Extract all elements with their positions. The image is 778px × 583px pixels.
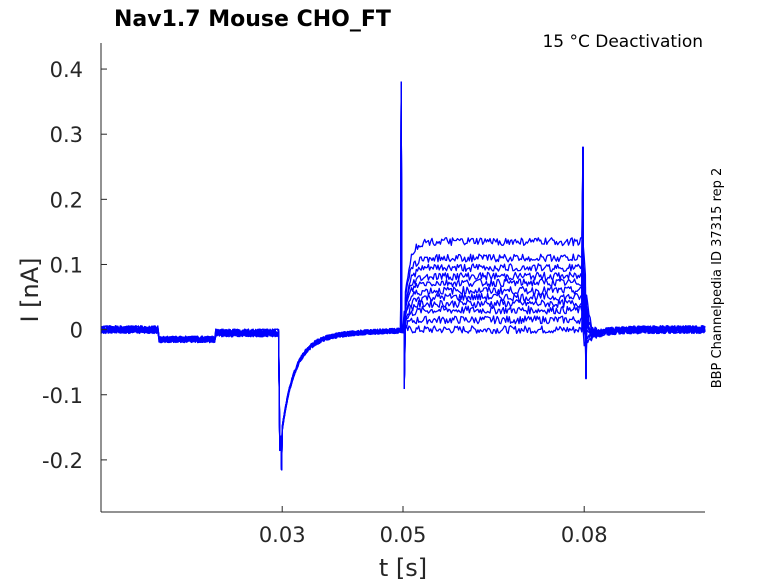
plot-area	[100, 81, 706, 471]
current-trace-sweep	[100, 81, 706, 471]
current-trace-sweep	[100, 81, 706, 471]
x-axis-label: t [s]	[379, 554, 427, 582]
current-trace-sweep	[100, 81, 706, 471]
x-tick-label: 0.08	[561, 523, 608, 547]
y-axis-ticks: -0.2 -0.1 0 0.1 0.2 0.3 0.4	[42, 58, 107, 473]
current-trace-sweep	[100, 81, 706, 471]
y-tick-label: -0.1	[42, 384, 83, 408]
current-trace-sweep	[100, 81, 706, 471]
chart-title: Nav1.7 Mouse CHO_FT	[114, 7, 391, 32]
current-traces	[100, 81, 706, 471]
x-axis-ticks: 0.03 0.05 0.08	[259, 506, 608, 547]
y-tick-label: 0.4	[50, 58, 83, 82]
y-axis-label: I [nA]	[16, 257, 44, 322]
y-tick-label: 0.3	[50, 123, 83, 147]
current-trace-sweep	[100, 81, 706, 471]
current-trace-sweep	[100, 81, 706, 471]
channelpedia-id-label: BBP Channelpedia ID 37315 rep 2	[710, 168, 725, 389]
y-tick-label: 0.2	[50, 188, 83, 212]
y-tick-label: 0	[70, 319, 83, 343]
current-trace-sweep	[100, 81, 706, 471]
y-tick-label: -0.2	[42, 449, 83, 473]
current-trace-sweep	[100, 81, 706, 471]
x-tick-label: 0.05	[380, 523, 427, 547]
x-tick-label: 0.03	[259, 523, 306, 547]
condition-annotation: 15 °C Deactivation	[542, 32, 703, 52]
y-tick-label: 0.1	[50, 253, 83, 277]
current-trace-sweep	[100, 81, 706, 471]
current-trace-sweep	[100, 81, 706, 471]
